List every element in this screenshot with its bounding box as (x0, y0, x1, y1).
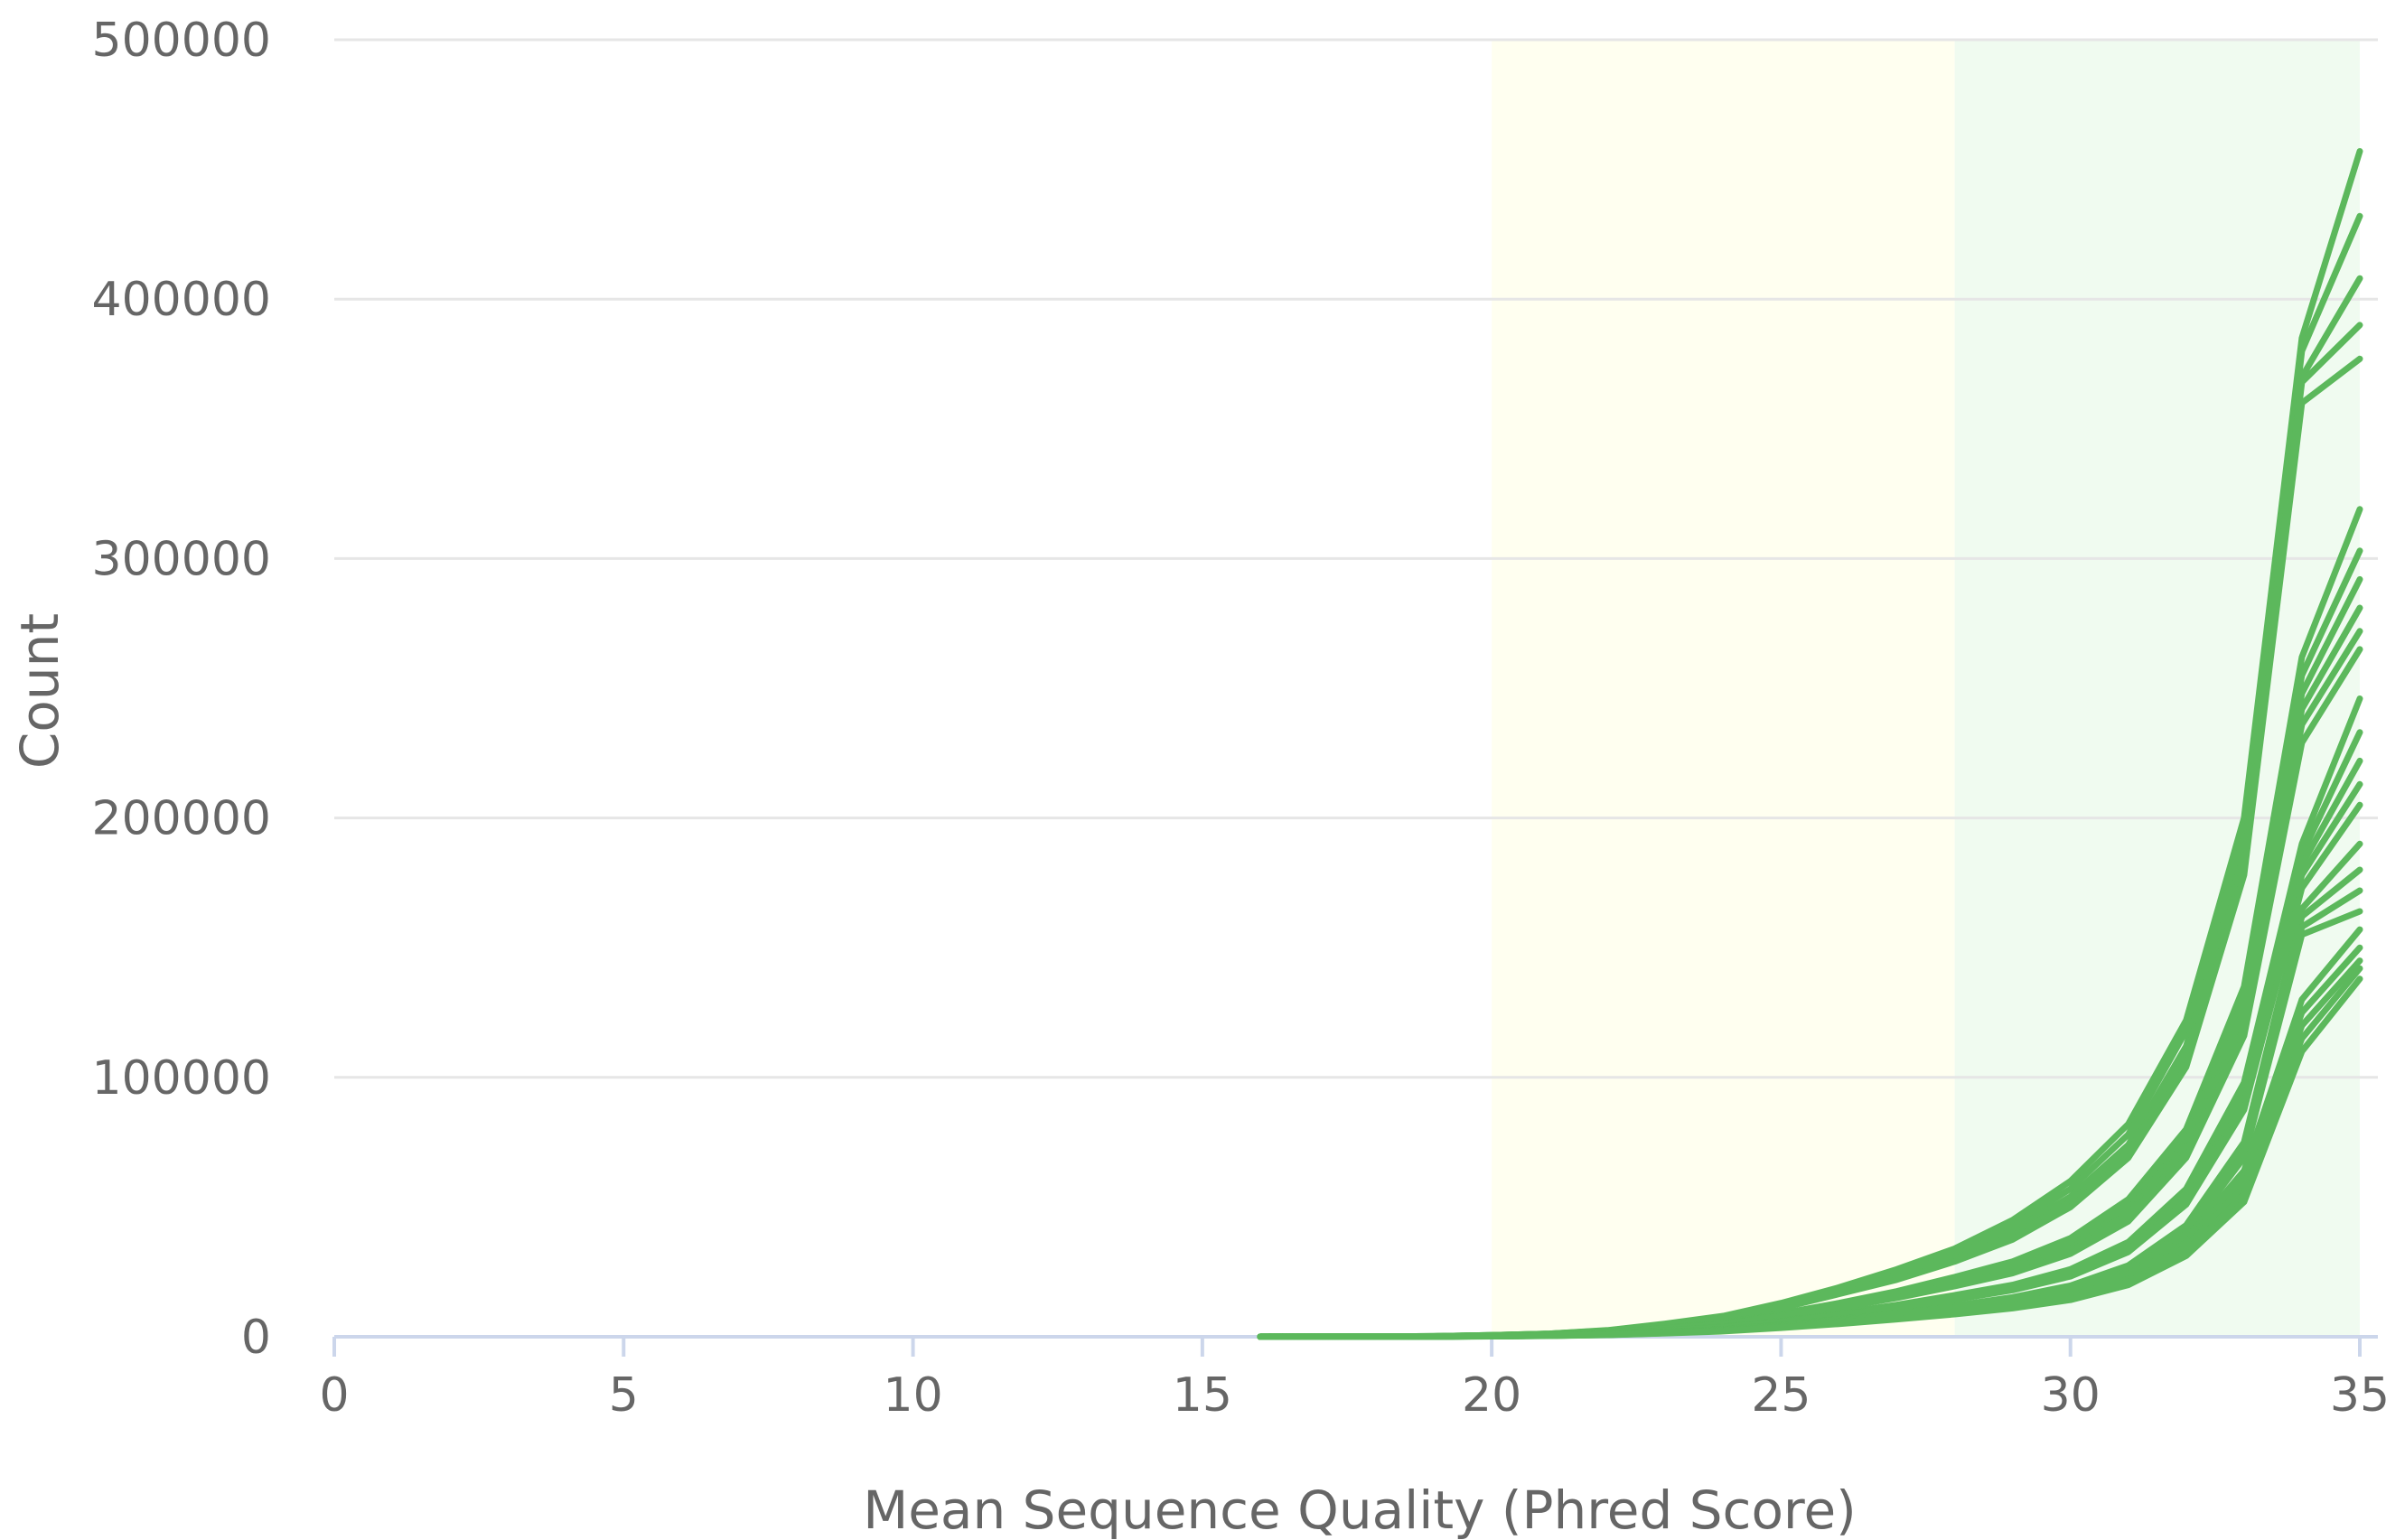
x-tick-label: 25 (1751, 1368, 1811, 1423)
y-tick-label: 0 (241, 1311, 271, 1365)
y-tick-label: 100000 (91, 1051, 271, 1106)
x-tick-label: 10 (883, 1368, 942, 1423)
y-tick-label: 400000 (91, 273, 271, 327)
y-axis-ticks: 0 100000 200000 300000 400000 500000 (91, 14, 271, 1365)
gridlines (334, 38, 2378, 1079)
x-tick-label: 0 (319, 1368, 349, 1423)
y-axis-title: Count (9, 613, 70, 769)
x-axis-title: Mean Sequence Quality (Phred Score) (863, 1479, 1857, 1540)
quality-bands (1492, 40, 2360, 1337)
series-lines (1257, 148, 2363, 1340)
y-tick-label: 500000 (91, 14, 271, 68)
x-tick-label: 20 (1462, 1368, 1521, 1423)
y-tick-label: 200000 (91, 792, 271, 846)
band-1 (1954, 40, 2360, 1337)
x-tick-label: 15 (1173, 1368, 1232, 1423)
x-tick-label: 5 (609, 1368, 639, 1423)
band-0 (1492, 40, 1955, 1337)
series-line-24[interactable] (1257, 975, 2363, 1340)
x-axis-ticks: 0 5 10 15 20 25 30 35 (319, 1337, 2386, 1423)
y-tick-label: 300000 (91, 532, 271, 586)
x-tick-label: 35 (2330, 1368, 2386, 1423)
x-tick-label: 30 (2041, 1368, 2101, 1423)
